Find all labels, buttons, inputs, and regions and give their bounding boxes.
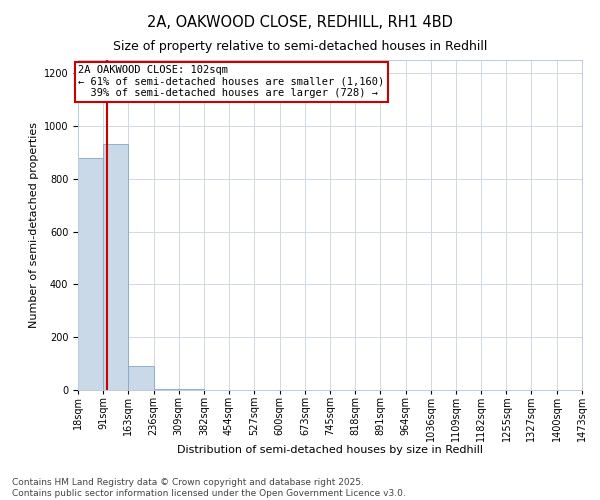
Text: 2A OAKWOOD CLOSE: 102sqm
← 61% of semi-detached houses are smaller (1,160)
  39%: 2A OAKWOOD CLOSE: 102sqm ← 61% of semi-d… xyxy=(79,66,385,98)
Text: Size of property relative to semi-detached houses in Redhill: Size of property relative to semi-detach… xyxy=(113,40,487,53)
Bar xyxy=(154,388,179,390)
Bar xyxy=(78,158,103,390)
Bar xyxy=(103,144,128,390)
Text: Contains HM Land Registry data © Crown copyright and database right 2025.
Contai: Contains HM Land Registry data © Crown c… xyxy=(12,478,406,498)
Y-axis label: Number of semi-detached properties: Number of semi-detached properties xyxy=(29,122,40,328)
Text: 2A, OAKWOOD CLOSE, REDHILL, RH1 4BD: 2A, OAKWOOD CLOSE, REDHILL, RH1 4BD xyxy=(147,15,453,30)
Bar xyxy=(128,366,154,390)
X-axis label: Distribution of semi-detached houses by size in Redhill: Distribution of semi-detached houses by … xyxy=(177,446,483,456)
